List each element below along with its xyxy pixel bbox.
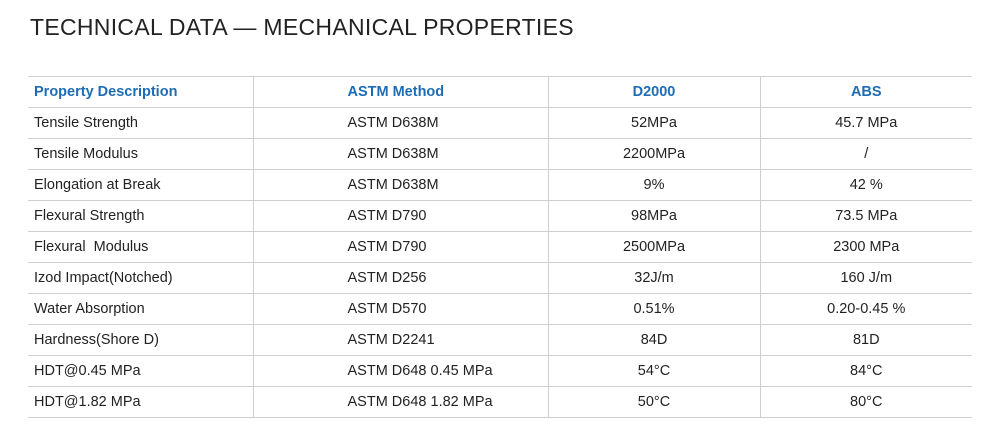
table-row: HDT@0.45 MPa ASTM D648 0.45 MPa 54°C 84°C xyxy=(28,355,972,387)
table-cell: ASTM D790 xyxy=(252,231,548,263)
table-row: Izod Impact(Notched) ASTM D256 32J/m 160 J/… xyxy=(28,262,972,294)
header-cell: ABS xyxy=(759,76,972,108)
table-cell: HDT@1.82 MPa xyxy=(28,386,253,418)
table-cell: HDT@0.45 MPa xyxy=(28,355,253,387)
table-cell: / xyxy=(759,138,972,170)
table-cell: Flexural Strength xyxy=(28,200,253,232)
table-row: Tensile Strength ASTM D638M 52MPa 45.7 MPa xyxy=(28,107,972,139)
properties-table: Property Description ASTM Method D2000 ABS … xyxy=(28,76,972,418)
header-cell: ASTM Method xyxy=(252,76,548,108)
table-row: Tensile Modulus ASTM D638M 2200MPa / xyxy=(28,138,972,170)
table-row: Water Absorption ASTM D570 0.51% 0.20-0.45 … xyxy=(28,293,972,325)
table-cell: 32J/m xyxy=(547,262,760,294)
table-cell: Izod Impact(Notched) xyxy=(28,262,253,294)
table-cell: 2500MPa xyxy=(547,231,760,263)
table-cell: Hardness(Shore D) xyxy=(28,324,253,356)
table-cell: 52MPa xyxy=(547,107,760,139)
table-row: HDT@1.82 MPa ASTM D648 1.82 MPa 50°C 80°C xyxy=(28,386,972,418)
table-cell: ASTM D638M xyxy=(252,107,548,139)
table-body: Tensile Strength ASTM D638M 52MPa 45.7 MPa T… xyxy=(28,107,972,418)
table-cell: Tensile Strength xyxy=(28,107,253,139)
table-cell: 45.7 MPa xyxy=(759,107,972,139)
table-cell: 54°C xyxy=(547,355,760,387)
table-cell: Water Absorption xyxy=(28,293,253,325)
table-cell: ASTM D648 1.82 MPa xyxy=(252,386,548,418)
header-row: Property Description ASTM Method D2000 ABS xyxy=(28,76,972,108)
table-cell: 81D xyxy=(759,324,972,356)
table-cell: 84D xyxy=(547,324,760,356)
table-cell: 9% xyxy=(547,169,760,201)
table-cell: ASTM D638M xyxy=(252,138,548,170)
table-cell: 2300 MPa xyxy=(759,231,972,263)
table-cell: Tensile Modulus xyxy=(28,138,253,170)
table-cell: ASTM D648 0.45 MPa xyxy=(252,355,548,387)
table-row: Elongation at Break ASTM D638M 9% 42 % xyxy=(28,169,972,201)
table-cell: 98MPa xyxy=(547,200,760,232)
table-cell: ASTM D570 xyxy=(252,293,548,325)
table-cell: ASTM D638M xyxy=(252,169,548,201)
table-cell: ASTM D256 xyxy=(252,262,548,294)
table-cell: Elongation at Break xyxy=(28,169,253,201)
header-cell: D2000 xyxy=(547,76,760,108)
table-cell: 160 J/m xyxy=(759,262,972,294)
table-cell: 73.5 MPa xyxy=(759,200,972,232)
table-row: Flexural Strength ASTM D790 98MPa 73.5 MPa xyxy=(28,200,972,232)
table-cell: ASTM D2241 xyxy=(252,324,548,356)
table-row: Hardness(Shore D) ASTM D2241 84D 81D xyxy=(28,324,972,356)
table-cell: 42 % xyxy=(759,169,972,201)
table-cell: 0.20-0.45 % xyxy=(759,293,972,325)
title: TECHNICAL DATA — MECHANICAL PROPERTIES xyxy=(30,14,574,40)
table-cell: 84°C xyxy=(759,355,972,387)
table-cell: 0.51% xyxy=(547,293,760,325)
table-cell: 50°C xyxy=(547,386,760,418)
table-cell: 2200MPa xyxy=(547,138,760,170)
table-cell: ASTM D790 xyxy=(252,200,548,232)
table-cell: 80°C xyxy=(759,386,972,418)
table-row: Flexural Modulus ASTM D790 2500MPa 2300 MPa xyxy=(28,231,972,263)
header-cell: Property Description xyxy=(28,76,253,108)
table-cell: Flexural Modulus xyxy=(28,231,253,263)
